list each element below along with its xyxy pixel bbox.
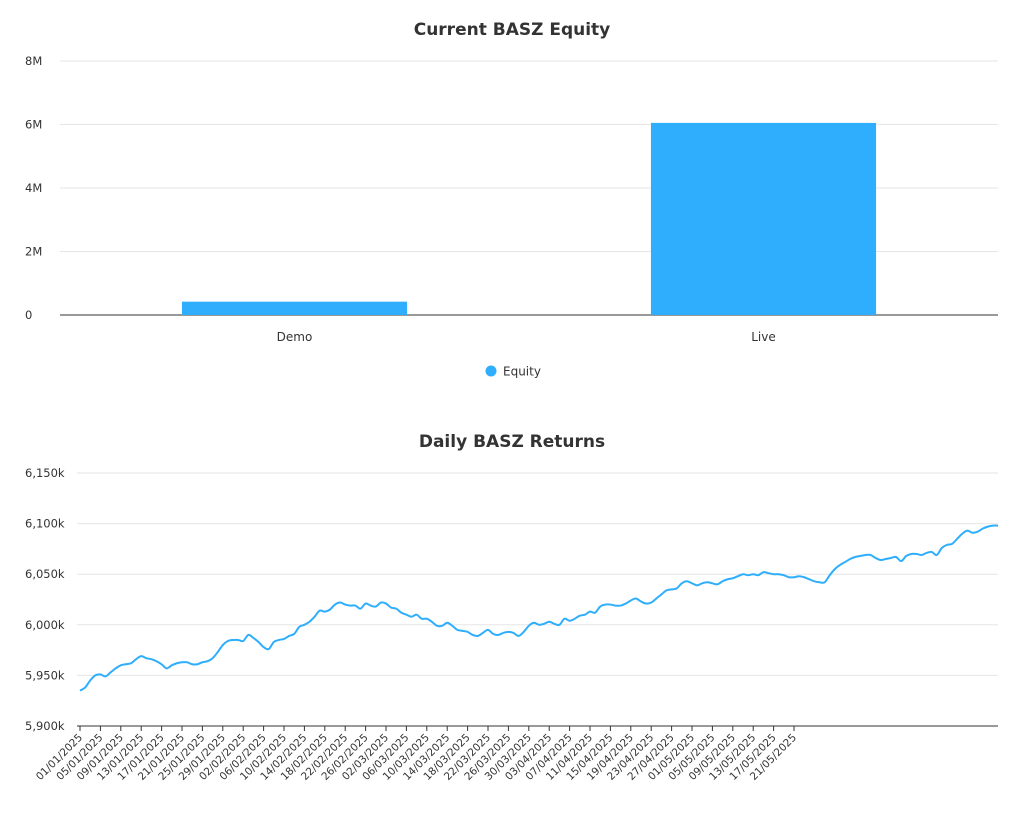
line-y-tick-label: 6,150k — [25, 466, 65, 480]
line-y-tick-label: 6,000k — [25, 618, 65, 632]
bar-demo[interactable] — [181, 301, 408, 315]
line-y-tick-label: 6,050k — [25, 567, 65, 581]
bar-live[interactable] — [650, 122, 877, 315]
legend-marker — [485, 365, 497, 377]
line-y-tick-label: 5,900k — [25, 719, 65, 733]
line-chart-grid — [77, 472, 998, 727]
line-chart-title: Daily BASZ Returns — [419, 432, 605, 452]
bar-y-tick-label: 2M — [25, 245, 42, 259]
returns-series-line[interactable] — [79, 524, 999, 692]
bar-chart-legend[interactable]: Equity — [485, 365, 541, 379]
bar-chart-y-axis: 0 2M 4M 6M 8M — [25, 54, 42, 322]
bar-y-tick-label: 6M — [25, 118, 42, 132]
line-chart-x-axis: 01/01/202505/01/202509/01/202513/01/2025… — [34, 726, 799, 783]
bar-y-tick-label: 8M — [25, 54, 42, 68]
bar-chart-bars[interactable] — [181, 122, 877, 315]
bar-y-tick-label: 4M — [25, 181, 42, 195]
bar-chart-x-axis: Demo Live — [277, 330, 776, 344]
bar-category-label: Live — [751, 330, 776, 344]
bar-y-tick-label: 0 — [25, 308, 32, 322]
equity-bar-chart: Current BASZ Equity 0 2M 4M 6M 8M Demo Live E… — [25, 20, 998, 379]
bar-category-label: Demo — [277, 330, 313, 344]
line-y-tick-label: 5,950k — [25, 668, 65, 682]
returns-line-chart: Daily BASZ Returns 5,900k 5,950k 6,000k 6,0… — [25, 432, 999, 783]
line-y-tick-label: 6,100k — [25, 517, 65, 531]
legend-label: Equity — [503, 365, 541, 379]
line-chart-y-axis: 5,900k 5,950k 6,000k 6,050k 6,100k 6,150k — [25, 466, 65, 733]
bar-chart-title: Current BASZ Equity — [414, 20, 611, 40]
line-chart-series[interactable] — [79, 524, 999, 692]
